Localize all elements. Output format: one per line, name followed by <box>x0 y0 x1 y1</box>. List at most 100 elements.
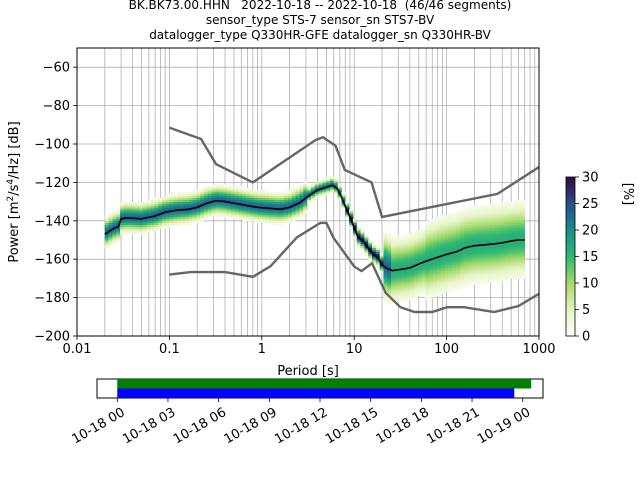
density-cell <box>265 209 270 212</box>
density-cell <box>402 289 407 293</box>
density-cell <box>253 218 258 222</box>
density-cell <box>452 241 457 245</box>
density-cell <box>444 255 449 258</box>
density-cell <box>356 228 361 231</box>
density-cell <box>261 215 266 218</box>
density-cell <box>455 216 461 220</box>
density-cell <box>391 293 396 296</box>
y-axis-label: Power [m2/s4/Hz] [dB] <box>6 121 22 262</box>
density-cell <box>268 205 274 208</box>
density-cell <box>223 213 228 216</box>
density-cell <box>268 215 274 218</box>
density-cell <box>497 205 503 208</box>
density-cell <box>280 215 285 218</box>
density-cell <box>402 297 407 300</box>
density-cell <box>520 270 525 273</box>
density-cell <box>200 188 205 191</box>
density-cell <box>188 215 193 218</box>
density-cell <box>150 222 155 225</box>
density-cell <box>410 245 415 248</box>
density-cell <box>459 215 464 218</box>
density-cell <box>200 215 205 218</box>
density-cell <box>494 205 499 208</box>
density-cell <box>360 241 365 245</box>
density-cell <box>146 213 151 216</box>
density-cell <box>188 201 193 204</box>
density-cell <box>505 251 510 254</box>
density-cell <box>497 245 503 248</box>
density-cell <box>482 205 487 208</box>
density-cell <box>444 247 449 250</box>
density-cell <box>165 218 171 222</box>
density-cell <box>398 251 403 254</box>
density-cell <box>459 228 464 231</box>
density-cell <box>486 232 491 235</box>
density-cell <box>211 193 216 197</box>
density-cell <box>520 253 525 256</box>
density-cell <box>429 286 434 289</box>
density-cell <box>169 193 174 197</box>
density-cell <box>520 276 525 279</box>
density-cell <box>268 197 274 200</box>
density-cell <box>299 209 304 212</box>
density-cell <box>402 247 407 250</box>
density-cell <box>501 240 506 243</box>
density-cell <box>421 270 426 273</box>
density-cell <box>459 272 464 275</box>
density-cell <box>261 193 266 197</box>
density-cell <box>452 270 457 273</box>
density-cell <box>505 218 510 222</box>
density-cell <box>448 218 453 222</box>
density-cell <box>448 228 453 231</box>
density-cell <box>494 226 499 229</box>
density-cell <box>501 203 506 206</box>
density-cell <box>410 291 415 295</box>
density-cell <box>394 249 400 252</box>
density-cell <box>520 272 525 275</box>
density-cell <box>257 193 262 197</box>
density-cell <box>494 213 499 216</box>
density-cell <box>261 209 266 212</box>
density-cell <box>406 261 411 264</box>
density-cell <box>413 272 419 275</box>
density-cell <box>135 218 140 222</box>
density-cell <box>230 215 235 218</box>
density-cell <box>268 211 274 214</box>
density-cell <box>471 213 476 216</box>
density-cell <box>276 199 281 202</box>
density-cell <box>398 245 403 248</box>
density-cell <box>307 197 312 200</box>
density-cell <box>478 240 483 243</box>
density-cell <box>394 259 400 262</box>
density-cell <box>364 253 369 256</box>
density-cell <box>490 224 495 227</box>
density-cell <box>478 268 483 272</box>
density-cell <box>127 222 132 225</box>
density-cell <box>444 234 449 237</box>
density-cell <box>391 261 396 264</box>
density-cell <box>490 257 495 260</box>
density-cell <box>452 232 457 235</box>
density-cell <box>425 220 430 224</box>
density-cell <box>211 209 216 212</box>
density-cell <box>345 215 350 218</box>
density-cell <box>257 205 262 208</box>
density-cell <box>188 220 193 224</box>
density-cell <box>242 190 247 193</box>
density-cell <box>158 201 163 204</box>
density-cell <box>120 207 125 210</box>
density-cell <box>421 253 426 256</box>
density-cell <box>265 199 270 202</box>
density-cell <box>112 238 117 241</box>
density-cell <box>253 197 258 200</box>
density-cell <box>246 216 251 220</box>
density-cell <box>200 207 205 210</box>
density-cell <box>307 186 312 189</box>
density-cell <box>436 249 442 252</box>
density-cell <box>383 251 388 254</box>
density-cell <box>360 247 365 250</box>
density-cell <box>505 228 510 231</box>
density-cell <box>387 264 392 268</box>
plot-frame <box>76 47 540 337</box>
density-cell <box>509 259 514 262</box>
